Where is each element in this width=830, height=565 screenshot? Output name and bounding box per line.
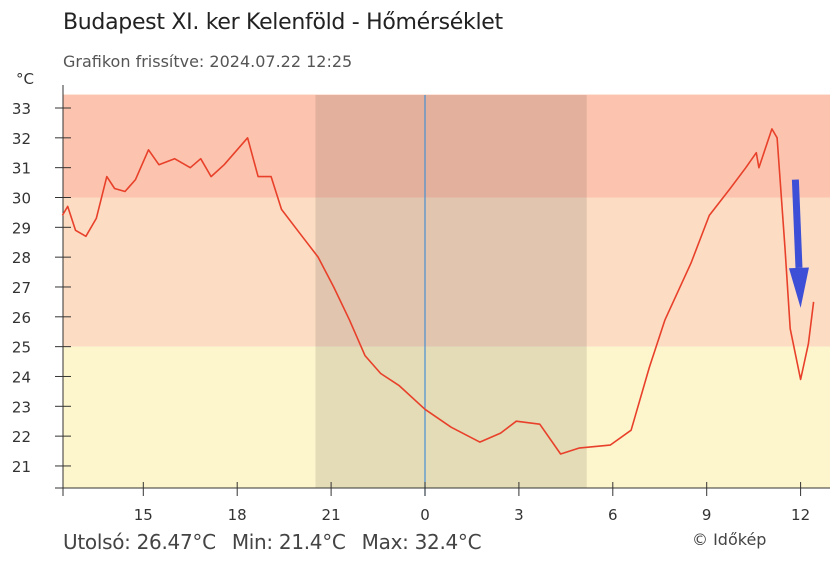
y-tick-label: 29 [12, 219, 31, 237]
chart-title: Budapest XI. ker Kelenföld - Hőmérséklet [63, 10, 503, 35]
temperature-band [63, 346, 830, 489]
y-tick-label: 22 [12, 428, 31, 446]
y-tick-label: 33 [12, 100, 31, 118]
x-tick-label: 18 [228, 506, 247, 524]
last-value: Utolsó: 26.47°C [63, 530, 216, 554]
chart-subtitle: Grafikon frissítve: 2024.07.22 12:25 [63, 52, 353, 71]
x-tick-label: 21 [322, 506, 341, 524]
x-tick-label: 0 [420, 506, 430, 524]
x-tick-label: 9 [702, 506, 712, 524]
x-tick-label: 6 [608, 506, 618, 524]
y-tick-label: 30 [12, 189, 31, 207]
temperature-band [63, 197, 830, 347]
x-tick-label: 15 [134, 506, 153, 524]
y-tick-label: 24 [12, 368, 31, 386]
temperature-line [61, 128, 815, 455]
y-tick-label: 26 [12, 309, 31, 327]
y-tick-label: 27 [12, 279, 31, 297]
stats-bar: Utolsó: 26.47°C Min: 21.4°C Max: 32.4°C [63, 530, 491, 554]
y-axis-unit: °C [16, 70, 34, 88]
y-tick-label: 21 [12, 458, 31, 476]
y-tick-label: 23 [12, 398, 31, 416]
night-shading [315, 95, 587, 488]
min-value: Min: 21.4°C [231, 530, 346, 554]
max-value: Max: 32.4°C [361, 530, 482, 554]
y-tick-label: 32 [12, 130, 31, 148]
y-tick-label: 28 [12, 249, 31, 267]
credit: © Időkép [692, 530, 767, 549]
annotation-arrow-shaft [791, 179, 803, 269]
temperature-band [63, 94, 830, 198]
x-tick-label: 3 [514, 506, 524, 524]
annotation-arrow-head [788, 267, 809, 308]
y-tick-label: 25 [12, 339, 31, 357]
x-tick-label: 12 [791, 506, 810, 524]
y-tick-label: 31 [12, 160, 31, 178]
